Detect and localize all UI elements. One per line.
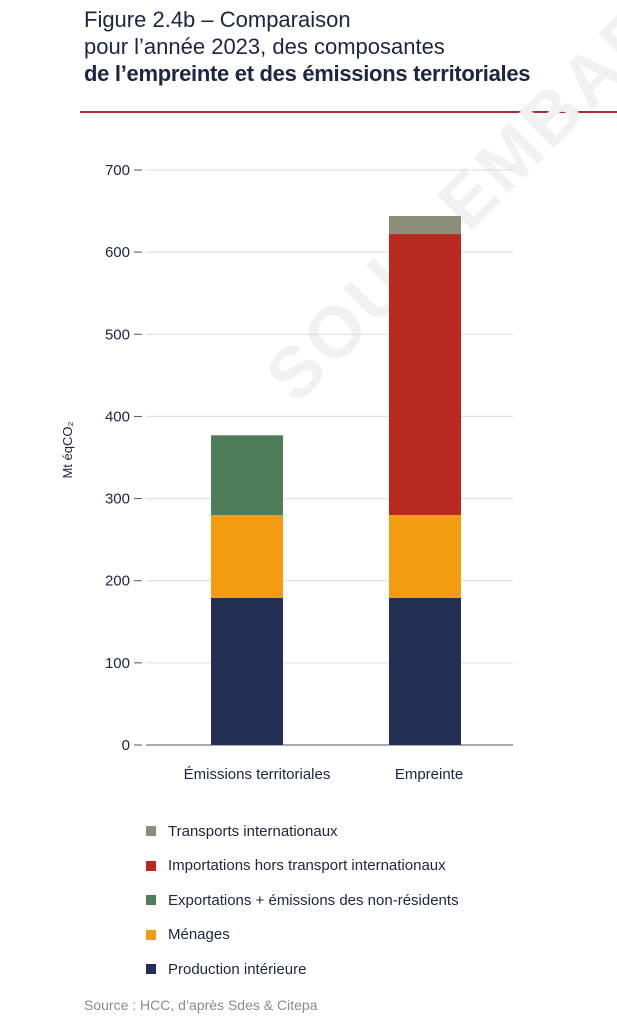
legend-label: Ménages bbox=[168, 926, 230, 944]
legend-item: Importations hors transport internationa… bbox=[146, 849, 459, 884]
y-tick-label: 100 bbox=[105, 655, 130, 672]
legend-item: Exportations + émissions des non-résiden… bbox=[146, 883, 459, 918]
bar-segment bbox=[389, 515, 461, 598]
x-tick-label: Émissions territoriales bbox=[184, 766, 331, 783]
legend-swatch bbox=[146, 860, 156, 871]
bar-segment bbox=[211, 597, 283, 745]
y-tick-label: 0 bbox=[122, 737, 130, 754]
bar-segment bbox=[211, 515, 283, 598]
legend-item: Transports internationaux bbox=[146, 814, 459, 849]
legend-label: Transports internationaux bbox=[168, 822, 338, 840]
source-note: Source : HCC, d’après Sdes & Citepa bbox=[84, 997, 318, 1013]
title-line-3: de l’empreinte et des émissions territor… bbox=[84, 61, 531, 86]
legend-swatch bbox=[146, 826, 156, 837]
y-tick-label: 600 bbox=[105, 244, 130, 261]
y-tick-label: 300 bbox=[105, 491, 130, 508]
y-tick-label: 500 bbox=[105, 326, 130, 343]
chart-legend: Transports internationaux Importations ho… bbox=[146, 814, 459, 987]
bar-segment bbox=[211, 435, 283, 515]
y-tick-label: 200 bbox=[105, 573, 130, 590]
y-axis-label: Mt éqCO₂ bbox=[60, 421, 75, 478]
bar-segment bbox=[389, 597, 461, 745]
x-tick-label: Empreinte bbox=[395, 766, 463, 783]
bar-segment bbox=[389, 234, 461, 516]
y-tick-label: 400 bbox=[105, 408, 130, 425]
legend-label: Exportations + émissions des non-résiden… bbox=[168, 891, 459, 909]
legend-label: Production intérieure bbox=[168, 960, 307, 978]
legend-swatch bbox=[146, 964, 156, 975]
legend-label: Importations hors transport internationa… bbox=[168, 857, 446, 875]
title-line-1: Figure 2.4b – Comparaison bbox=[84, 7, 351, 32]
chart-title: Figure 2.4b – Comparaison pour l’année 2… bbox=[84, 6, 609, 87]
stacked-bar-chart: 0 100 200 300 400 500 600 700 Mt éqCO₂ Émissions … bbox=[60, 162, 513, 783]
legend-item: Production intérieure bbox=[146, 952, 459, 987]
title-divider bbox=[80, 111, 617, 113]
y-tick-label: 700 bbox=[105, 162, 130, 179]
legend-swatch bbox=[146, 895, 156, 906]
title-line-2: pour l’année 2023, des composantes bbox=[84, 34, 445, 59]
bar-segment bbox=[389, 216, 461, 235]
legend-item: Ménages bbox=[146, 918, 459, 953]
legend-swatch bbox=[146, 929, 156, 940]
